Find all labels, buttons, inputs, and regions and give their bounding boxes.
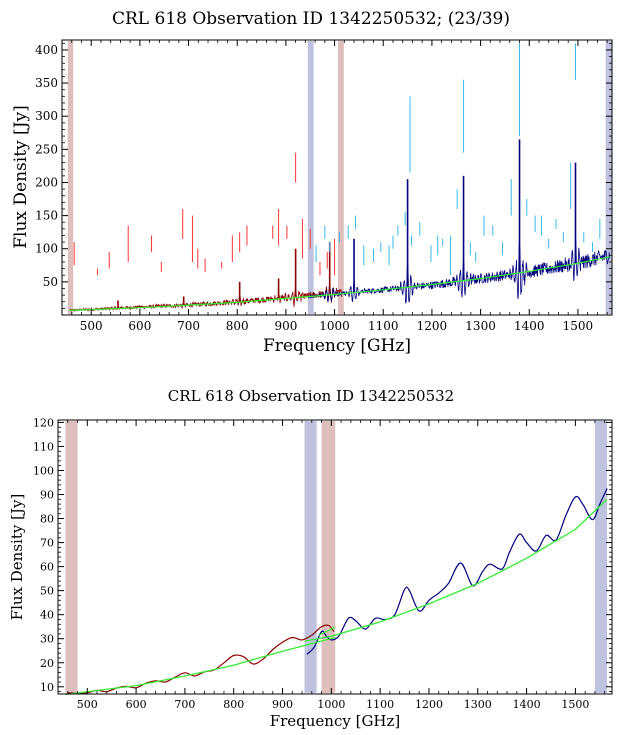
- y-tick-label: 40: [40, 609, 54, 622]
- continuum-fit-line: [304, 498, 608, 642]
- x-tick-label: 600: [128, 319, 151, 333]
- band-blue: [304, 421, 317, 693]
- x-tick-label: 1500: [563, 319, 594, 333]
- x-tick-label: 1300: [464, 698, 492, 711]
- band-pink: [337, 41, 344, 314]
- x-tick-label: 1000: [319, 319, 350, 333]
- x-tick-label: 500: [77, 698, 98, 711]
- bottom-chart-title: CRL 618 Observation ID 1342250532: [168, 387, 454, 405]
- x-tick-label: 1300: [465, 319, 496, 333]
- top-chart-bands: [67, 41, 612, 314]
- x-tick-label: 1100: [366, 698, 394, 711]
- bottom-chart-xlabel: Frequency [GHz]: [270, 712, 401, 730]
- band-pink: [65, 421, 78, 693]
- bottom-chart-bands: [65, 421, 608, 693]
- band-blue: [307, 41, 314, 314]
- band-pink: [321, 421, 336, 693]
- x-tick-label: 500: [80, 319, 103, 333]
- x-tick-label: 1000: [317, 698, 345, 711]
- bottom-chart-axes: 500 600 700 800 900 1000 1100 1200 1300 1400 1500 1…: [33, 416, 612, 711]
- y-tick-label: 10: [40, 681, 54, 694]
- x-tick-label: 900: [274, 319, 297, 333]
- y-tick-label: 90: [40, 489, 54, 502]
- x-tick-label: 1500: [561, 698, 589, 711]
- x-tick-label: 600: [126, 698, 147, 711]
- x-tick-label: 900: [272, 698, 293, 711]
- spectrum-navy: [307, 238, 610, 304]
- x-tick-label: 1200: [415, 698, 443, 711]
- y-tick-label: 20: [40, 657, 54, 670]
- y-tick-label: 300: [35, 109, 58, 123]
- top-chart: CRL 618 Observation ID 1342250532; (23/3…: [11, 9, 613, 356]
- x-tick-label: 1400: [514, 319, 545, 333]
- x-tick-label: 1200: [417, 319, 448, 333]
- y-tick-label: 30: [40, 633, 54, 646]
- y-tick-label: 60: [40, 561, 54, 574]
- top-chart-ylabel: Flux Density [Jy]: [11, 105, 31, 249]
- y-tick-label: 150: [35, 209, 58, 223]
- y-tick-label: 50: [40, 585, 54, 598]
- bottom-chart: CRL 618 Observation ID 1342250532 500 600…: [8, 387, 613, 730]
- x-tick-label: 1100: [368, 319, 399, 333]
- y-tick-label: 50: [43, 275, 58, 289]
- continuum-fit-line: [69, 256, 610, 311]
- continuum-fit-line: [318, 626, 336, 636]
- y-tick-label: 400: [35, 43, 58, 57]
- band-blue: [594, 421, 608, 693]
- y-tick-label: 80: [40, 513, 54, 526]
- y-tick-label: 110: [33, 440, 54, 453]
- y-tick-label: 200: [35, 175, 58, 189]
- x-tick-label: 700: [177, 319, 200, 333]
- top-chart-axes: 500 600 700 800 900 1000 1100 1200 1300 1400 1500 5…: [35, 40, 612, 333]
- band-blue: [605, 41, 612, 314]
- y-tick-label: 100: [35, 242, 58, 256]
- band-pink: [67, 41, 74, 314]
- y-tick-label: 70: [40, 537, 54, 550]
- x-tick-label: 800: [223, 698, 244, 711]
- top-chart-xlabel: Frequency [GHz]: [263, 336, 411, 356]
- x-tick-label: 800: [226, 319, 249, 333]
- smoothed-spectrum-navy: [306, 488, 608, 655]
- y-tick-label: 100: [33, 464, 54, 477]
- spectrum-dark-red: [68, 283, 342, 313]
- y-tick-label: 120: [33, 416, 54, 429]
- y-tick-label: 350: [35, 76, 58, 90]
- top-chart-frame: [61, 39, 613, 316]
- x-tick-label: 1400: [513, 698, 541, 711]
- smoothed-spectrum-dark-red: [67, 624, 335, 694]
- top-chart-title: CRL 618 Observation ID 1342250532; (23/3…: [112, 9, 510, 29]
- top-chart-data: [68, 43, 610, 313]
- bottom-chart-data: [65, 488, 608, 696]
- x-tick-label: 700: [174, 698, 195, 711]
- y-tick-label: 250: [35, 142, 58, 156]
- continuum-fit-line: [65, 636, 336, 696]
- bottom-chart-ylabel: Flux Density [Jy]: [8, 494, 26, 621]
